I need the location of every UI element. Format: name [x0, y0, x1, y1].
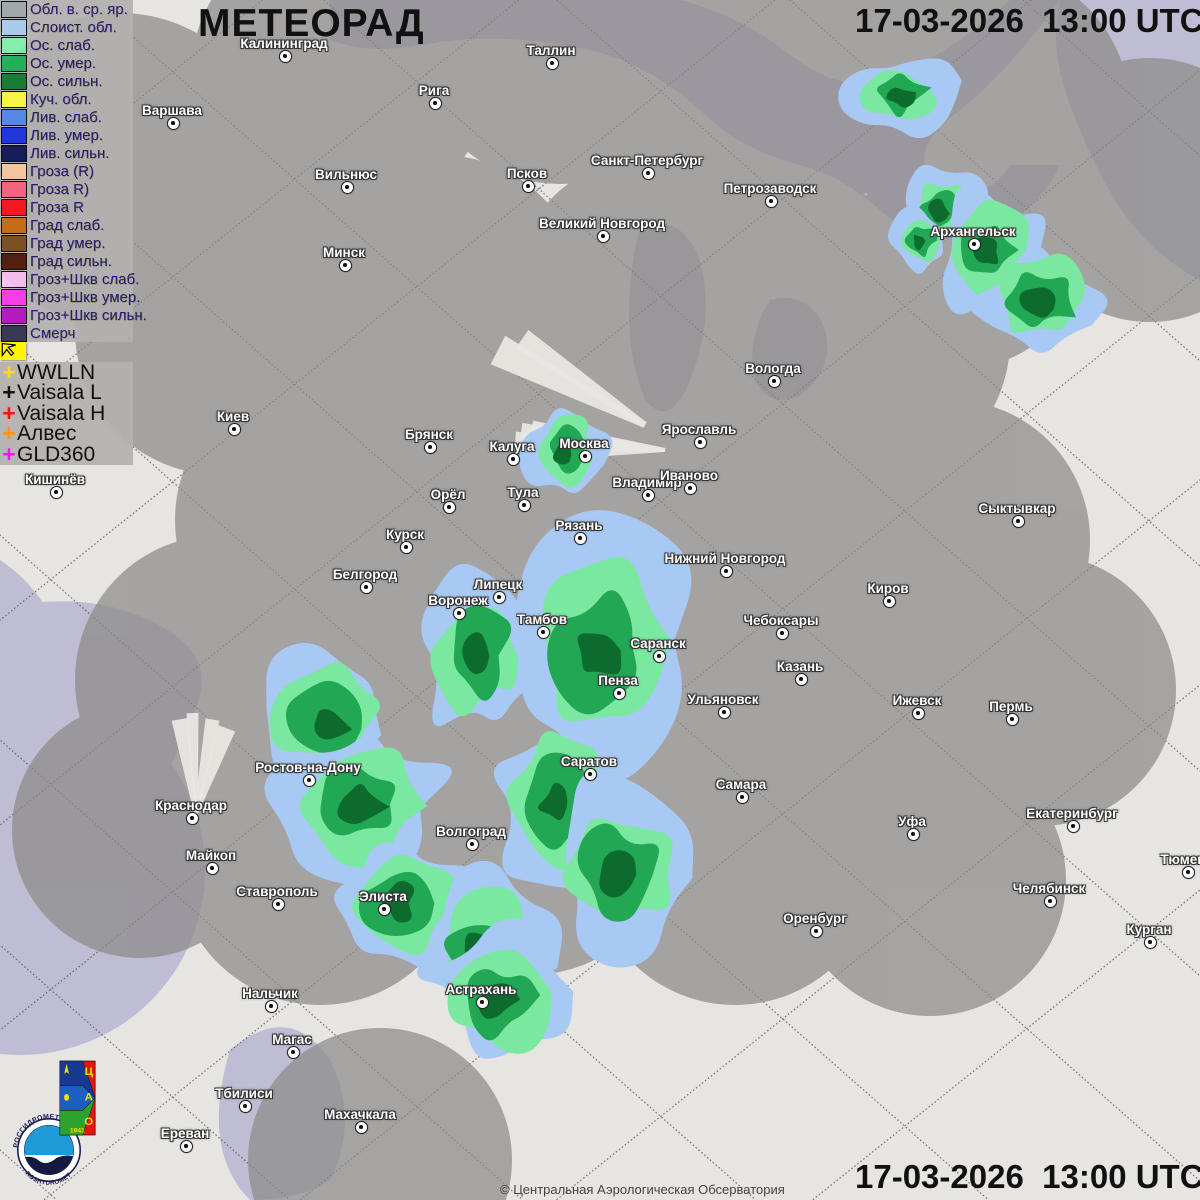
svg-text:Ц: Ц — [85, 1066, 94, 1078]
svg-text:1941: 1941 — [70, 1127, 85, 1134]
svg-text:А: А — [85, 1091, 93, 1103]
svg-text:О: О — [84, 1116, 93, 1128]
